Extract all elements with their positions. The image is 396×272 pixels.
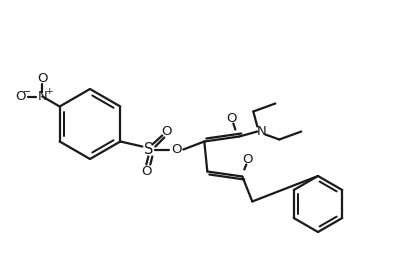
Text: O: O xyxy=(242,153,253,166)
Text: O: O xyxy=(141,165,152,178)
Text: O: O xyxy=(171,143,181,156)
Text: N: N xyxy=(38,90,47,103)
Text: O: O xyxy=(15,90,26,103)
Text: +: + xyxy=(45,87,52,96)
Text: N: N xyxy=(257,125,266,138)
Text: O: O xyxy=(37,72,48,85)
Text: O: O xyxy=(226,112,236,125)
Text: O: O xyxy=(161,125,171,138)
Text: −: − xyxy=(23,86,31,97)
Text: S: S xyxy=(144,142,153,157)
